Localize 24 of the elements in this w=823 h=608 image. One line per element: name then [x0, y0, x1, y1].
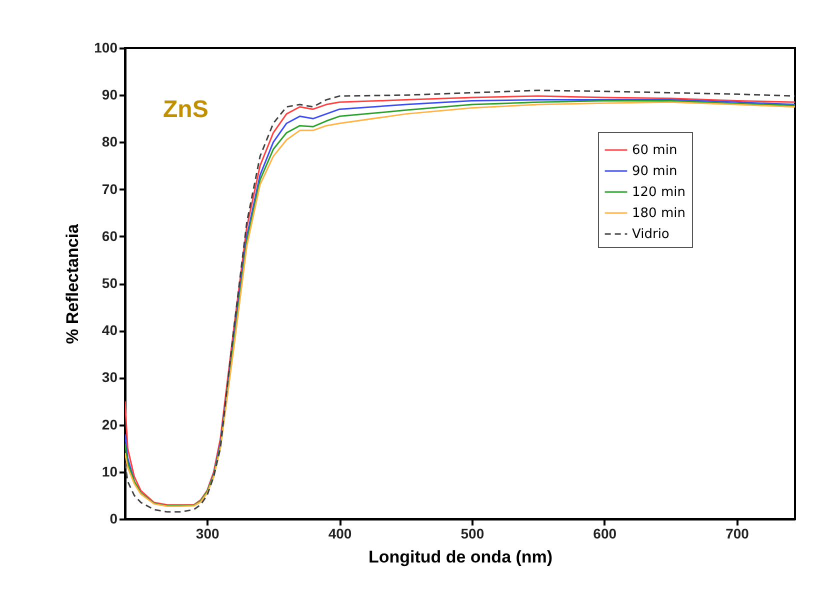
x-axis-title: Longitud de onda (nm)	[368, 548, 553, 566]
x-tick-label: 300	[196, 526, 220, 542]
y-tick-label: 20	[102, 416, 118, 432]
x-tick-label: 500	[460, 526, 484, 542]
legend-label: Vidrio	[632, 227, 670, 242]
legend-label: 180 min	[632, 206, 686, 221]
legend-label: 120 min	[632, 185, 686, 200]
legend-label: 60 min	[632, 143, 678, 158]
annotation: ZnS	[163, 96, 208, 123]
y-tick-label: 30	[102, 369, 118, 386]
x-tick-label: 600	[593, 526, 617, 542]
y-tick-label: 80	[102, 134, 118, 150]
y-tick-label: 0	[110, 510, 118, 526]
y-axis-title: % Reflectancia	[63, 223, 82, 344]
legend-label: 90 min	[632, 164, 678, 179]
y-tick-label: 60	[102, 228, 118, 244]
y-tick-label: 70	[102, 180, 118, 197]
x-tick-label: 400	[328, 526, 352, 542]
y-tick-label: 10	[102, 463, 118, 480]
y-tick-label: 40	[102, 322, 118, 338]
y-tick-label: 100	[94, 40, 118, 56]
y-tick-label: 90	[102, 86, 118, 103]
y-tick-label: 50	[102, 275, 118, 291]
x-tick-label: 700	[726, 526, 750, 542]
